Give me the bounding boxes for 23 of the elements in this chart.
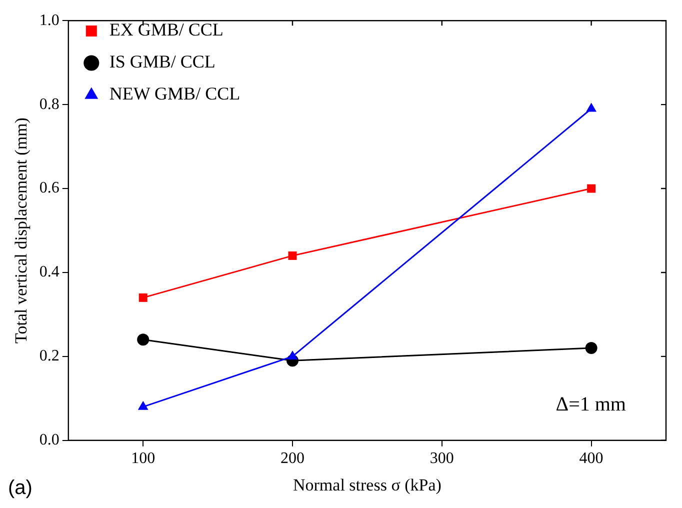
x-tick-label: 100 bbox=[131, 450, 156, 468]
text: (a) bbox=[8, 476, 32, 499]
y-tick-label: 0.4 bbox=[39, 264, 60, 281]
legend-label: NEW GMB/ CCL bbox=[109, 84, 240, 104]
point bbox=[585, 342, 598, 354]
y-tick-label: 0.2 bbox=[39, 348, 60, 365]
x-tick-label: 300 bbox=[430, 450, 454, 468]
legend-label: EX GMB/ CCL bbox=[109, 20, 224, 40]
y-tick-label: 0.0 bbox=[39, 432, 60, 449]
y-tick-label: 1.0 bbox=[39, 12, 60, 29]
y-tick-label: 0.8 bbox=[39, 96, 60, 113]
point bbox=[587, 184, 596, 193]
point bbox=[586, 102, 596, 112]
x-tick-label: 200 bbox=[280, 450, 304, 468]
point bbox=[137, 334, 150, 346]
legend-label: IS GMB/ CCL bbox=[109, 52, 216, 72]
x-tick-label: 400 bbox=[579, 450, 604, 468]
point bbox=[138, 293, 148, 302]
point bbox=[288, 251, 297, 260]
y-axis-title: Total vertical displacement (mm) bbox=[12, 118, 31, 344]
x-axis-title: Normal stress σ (kPa) bbox=[292, 475, 442, 494]
annotation: Δ=1 mm bbox=[556, 394, 626, 416]
y-tick-label: 0.6 bbox=[39, 180, 60, 197]
